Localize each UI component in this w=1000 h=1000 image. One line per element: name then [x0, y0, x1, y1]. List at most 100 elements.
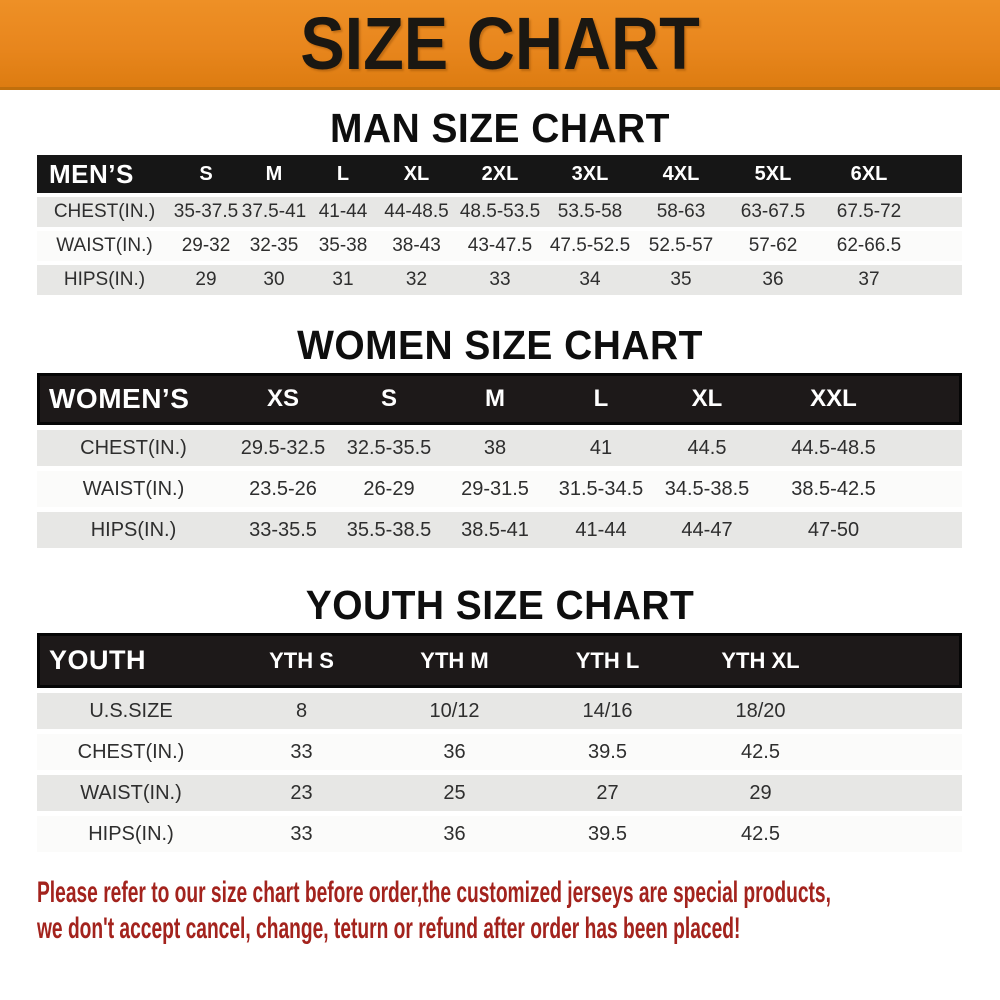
- size-column-header: XS: [230, 373, 336, 426]
- size-value-cell: 36: [727, 265, 819, 296]
- youth-size-table: YOUTH YTH S YTH M YTH L YTH XL U.S.SIZE …: [37, 628, 962, 857]
- row-label: HIPS(IN.): [37, 512, 230, 549]
- women-section-heading: WOMEN SIZE CHART: [297, 322, 703, 369]
- size-value-cell: 29-31.5: [442, 471, 548, 508]
- table-row: WAIST(IN.) 29-32 32-35 35-38 38-43 43-47…: [37, 231, 962, 262]
- size-value-cell: 57-62: [727, 231, 819, 262]
- size-value-cell: 41-44: [548, 512, 654, 549]
- filler-cell: [907, 430, 962, 467]
- size-value-cell: 38.5-41: [442, 512, 548, 549]
- size-column-header: 6XL: [819, 155, 919, 194]
- size-value-cell: 44.5: [654, 430, 760, 467]
- table-row: U.S.SIZE 8 10/12 14/16 18/20: [37, 693, 962, 730]
- men-table-header-row: MEN’S S M L XL 2XL 3XL 4XL 5XL 6XL: [37, 155, 962, 194]
- row-label: U.S.SIZE: [37, 693, 225, 730]
- size-value-cell: 23.5-26: [230, 471, 336, 508]
- size-value-cell: 8: [225, 693, 378, 730]
- banner: SIZE CHART: [0, 0, 1000, 90]
- table-row: HIPS(IN.) 33 36 39.5 42.5: [37, 816, 962, 853]
- size-value-cell: 10/12: [378, 693, 531, 730]
- size-value-cell: 35-37.5: [172, 197, 240, 228]
- size-value-cell: 29: [684, 775, 837, 812]
- size-value-cell: 23: [225, 775, 378, 812]
- size-column-header: M: [240, 155, 308, 194]
- filler-cell: [837, 816, 962, 853]
- size-column-header: YTH M: [378, 633, 531, 689]
- size-value-cell: 37: [819, 265, 919, 296]
- size-value-cell: 47-50: [760, 512, 907, 549]
- row-label: WAIST(IN.): [37, 231, 172, 262]
- size-column-header: 2XL: [455, 155, 545, 194]
- size-value-cell: 38.5-42.5: [760, 471, 907, 508]
- row-label: CHEST(IN.): [37, 197, 172, 228]
- size-column-header: 5XL: [727, 155, 819, 194]
- size-column-header: M: [442, 373, 548, 426]
- size-value-cell: 44-48.5: [378, 197, 455, 228]
- size-value-cell: 34: [545, 265, 635, 296]
- page-title: SIZE CHART: [300, 1, 700, 85]
- size-column-header: XXL: [760, 373, 907, 426]
- table-row: HIPS(IN.) 29 30 31 32 33 34 35 36 37: [37, 265, 962, 296]
- table-row: CHEST(IN.) 33 36 39.5 42.5: [37, 734, 962, 771]
- size-value-cell: 42.5: [684, 734, 837, 771]
- size-value-cell: 35: [635, 265, 727, 296]
- size-value-cell: 41: [548, 430, 654, 467]
- size-value-cell: 42.5: [684, 816, 837, 853]
- size-value-cell: 38: [442, 430, 548, 467]
- women-table-header-row: WOMEN’S XS S M L XL XXL: [37, 373, 962, 426]
- table-row: WAIST(IN.) 23.5-26 26-29 29-31.5 31.5-34…: [37, 471, 962, 508]
- size-value-cell: 53.5-58: [545, 197, 635, 228]
- size-value-cell: 39.5: [531, 734, 684, 771]
- filler-cell: [919, 197, 962, 228]
- size-value-cell: 33-35.5: [230, 512, 336, 549]
- size-value-cell: 25: [378, 775, 531, 812]
- filler-cell: [907, 512, 962, 549]
- filler-cell: [837, 734, 962, 771]
- footer-note: Please refer to our size chart before or…: [37, 875, 1000, 947]
- size-column-header: S: [336, 373, 442, 426]
- size-column-header: YTH L: [531, 633, 684, 689]
- youth-table-header-row: YOUTH YTH S YTH M YTH L YTH XL: [37, 633, 962, 689]
- women-size-table: WOMEN’S XS S M L XL XXL CHEST(IN.) 29.5-…: [37, 368, 962, 553]
- size-value-cell: 31: [308, 265, 378, 296]
- size-value-cell: 47.5-52.5: [545, 231, 635, 262]
- size-value-cell: 39.5: [531, 816, 684, 853]
- men-table-title: MEN’S: [37, 155, 172, 194]
- filler-cell: [837, 775, 962, 812]
- row-label: CHEST(IN.): [37, 430, 230, 467]
- men-section-heading: MAN SIZE CHART: [330, 105, 670, 151]
- size-column-header: XL: [378, 155, 455, 194]
- size-value-cell: 62-66.5: [819, 231, 919, 262]
- size-value-cell: 34.5-38.5: [654, 471, 760, 508]
- table-row: HIPS(IN.) 33-35.5 35.5-38.5 38.5-41 41-4…: [37, 512, 962, 549]
- table-row: CHEST(IN.) 29.5-32.5 32.5-35.5 38 41 44.…: [37, 430, 962, 467]
- size-value-cell: 38-43: [378, 231, 455, 262]
- size-value-cell: 35-38: [308, 231, 378, 262]
- size-value-cell: 36: [378, 816, 531, 853]
- size-value-cell: 27: [531, 775, 684, 812]
- size-value-cell: 31.5-34.5: [548, 471, 654, 508]
- footer-note-line1: Please refer to our size chart before or…: [37, 876, 831, 910]
- size-value-cell: 26-29: [336, 471, 442, 508]
- size-value-cell: 67.5-72: [819, 197, 919, 228]
- size-value-cell: 36: [378, 734, 531, 771]
- size-value-cell: 29.5-32.5: [230, 430, 336, 467]
- row-label: WAIST(IN.): [37, 775, 225, 812]
- table-row: CHEST(IN.) 35-37.5 37.5-41 41-44 44-48.5…: [37, 197, 962, 228]
- size-value-cell: 30: [240, 265, 308, 296]
- size-value-cell: 33: [225, 734, 378, 771]
- size-column-header: YTH S: [225, 633, 378, 689]
- size-chart-page: SIZE CHART MAN SIZE CHART MEN’S S M L XL…: [0, 0, 1000, 947]
- filler-cell: [919, 155, 962, 194]
- size-value-cell: 63-67.5: [727, 197, 819, 228]
- size-column-header: XL: [654, 373, 760, 426]
- filler-cell: [907, 373, 962, 426]
- size-value-cell: 44.5-48.5: [760, 430, 907, 467]
- size-value-cell: 33: [455, 265, 545, 296]
- men-size-table: MEN’S S M L XL 2XL 3XL 4XL 5XL 6XL CHEST…: [37, 151, 962, 299]
- size-value-cell: 48.5-53.5: [455, 197, 545, 228]
- size-value-cell: 33: [225, 816, 378, 853]
- size-column-header: L: [308, 155, 378, 194]
- size-value-cell: 29-32: [172, 231, 240, 262]
- table-row: WAIST(IN.) 23 25 27 29: [37, 775, 962, 812]
